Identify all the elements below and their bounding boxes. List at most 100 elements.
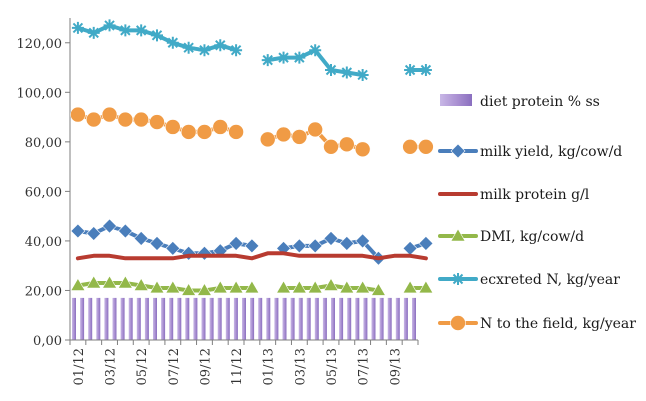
series-4-point-14	[293, 51, 306, 64]
bar-diet-protein-33	[339, 297, 344, 340]
series-4-point-4	[135, 24, 148, 37]
bar-diet-protein-23	[258, 297, 263, 340]
series-5-point-13	[275, 126, 292, 143]
bar-diet-protein-30	[314, 297, 319, 340]
bar-diet-protein-25	[274, 297, 279, 340]
y-tick-label: 100,00	[17, 86, 63, 101]
series-1-point-0	[70, 223, 86, 239]
series-5	[70, 106, 434, 158]
series-5-point-21	[402, 139, 418, 155]
bar-diet-protein-35	[355, 297, 360, 340]
bar-diet-protein-37	[371, 297, 376, 340]
series-1-point-15	[307, 238, 323, 254]
legend-label: ecxreted N, kg/year	[480, 272, 620, 288]
series-4-point-2	[103, 19, 116, 32]
series-1-point-10	[228, 235, 244, 251]
x-tick-label: 05/13	[325, 348, 340, 385]
legend-marker-3	[450, 228, 466, 242]
bar-diet-protein-21	[242, 297, 246, 340]
bar-diet-protein-20	[233, 297, 238, 340]
series-1-point-5	[149, 235, 165, 251]
series-4-point-0	[71, 21, 84, 34]
legend-item-5: N to the field, kg/year	[438, 315, 636, 332]
y-tick-label: 80,00	[25, 136, 62, 151]
series-1-point-8	[197, 245, 212, 261]
series-3-point-7	[181, 282, 197, 296]
series-3-point-21	[402, 280, 418, 294]
legend-label: N to the field, kg/year	[480, 316, 636, 332]
series-3-point-14	[291, 280, 307, 294]
series-3-point-16	[323, 277, 339, 291]
bar-diet-protein-39	[387, 297, 392, 340]
series-5-point-18	[354, 141, 371, 158]
bar-diet-protein-34	[347, 297, 352, 340]
series-5-point-1	[85, 111, 102, 128]
x-tick-label: 09/12	[199, 348, 214, 385]
y-tick-label: 120,00	[17, 37, 63, 52]
series-3-point-19	[370, 282, 386, 296]
series-5-point-14	[291, 129, 308, 145]
bar-diet-protein-22	[250, 297, 255, 340]
series-5-point-22	[418, 139, 434, 155]
bar-diet-protein-16	[201, 297, 206, 340]
legend-marker-4	[452, 273, 464, 285]
legend-item-3: DMI, kg/cow/d	[438, 228, 584, 245]
series-4-point-9	[214, 39, 227, 52]
bar-diet-protein-14	[185, 297, 190, 340]
series-1-point-2	[102, 218, 117, 234]
x-tick-label: 03/12	[104, 348, 119, 385]
bar-diet-protein-15	[193, 297, 198, 340]
series-3-point-15	[307, 280, 323, 294]
series-3-point-10	[228, 280, 244, 294]
legend-marker-5	[450, 315, 466, 331]
legend-label: DMI, kg/cow/d	[480, 229, 584, 245]
series-5-point-8	[196, 124, 213, 140]
series-3-point-0	[70, 277, 86, 291]
series-4-point-18	[356, 68, 369, 81]
bar-diet-protein-26	[282, 297, 287, 340]
series-4-point-6	[166, 36, 179, 49]
bar-diet-protein-40	[395, 297, 400, 340]
x-tick-label: 03/13	[293, 348, 308, 385]
bar-diet-protein-4	[104, 297, 109, 340]
bar-diet-protein-28	[298, 297, 303, 340]
series-5-point-16	[323, 139, 339, 155]
series-1-point-11	[244, 238, 260, 254]
bar-diet-protein-10	[153, 297, 157, 340]
series-3	[70, 275, 434, 296]
legend: diet protein % ss milk yield, kg/cow/d mil…	[438, 94, 636, 332]
y-tick-label: 40,00	[25, 235, 62, 250]
bars-layer	[72, 297, 416, 340]
x-tick-label: 01/12	[72, 348, 87, 385]
legend-label: diet protein % ss	[480, 94, 600, 110]
bar-diet-protein-17	[209, 297, 214, 340]
series-5-point-12	[259, 131, 276, 148]
series-1-point-1	[86, 226, 102, 241]
legend-swatch-bar	[440, 94, 472, 106]
series-3-point-9	[212, 280, 228, 294]
series-1-point-21	[402, 240, 418, 256]
x-tick-label: 11/12	[230, 348, 245, 385]
series-3-point-3	[117, 275, 133, 289]
bar-diet-protein-29	[306, 297, 311, 340]
series-3-point-1	[86, 275, 102, 289]
series-5-point-0	[70, 106, 86, 123]
series-3-point-22	[418, 280, 434, 294]
bar-diet-protein-38	[379, 297, 384, 340]
bar-diet-protein-32	[331, 297, 335, 340]
series-4-point-16	[325, 64, 337, 77]
bar-diet-protein-24	[266, 297, 271, 340]
bar-diet-protein-6	[120, 297, 125, 340]
series-3-point-2	[102, 275, 118, 289]
series-1-point-14	[291, 238, 307, 254]
series-4-point-21	[404, 64, 417, 77]
bar-diet-protein-7	[128, 297, 133, 340]
series-4-point-3	[119, 24, 132, 37]
y-tick-label: 60,00	[25, 185, 62, 200]
series-5-point-3	[117, 111, 134, 128]
x-tick-label: 07/13	[357, 348, 372, 385]
x-tick-label: 05/12	[135, 348, 150, 385]
axes-layer: 0,00 20,00 40,00 60,00 80,00 100,00 120,00 01/1…	[17, 18, 419, 385]
bar-diet-protein-18	[217, 297, 222, 340]
